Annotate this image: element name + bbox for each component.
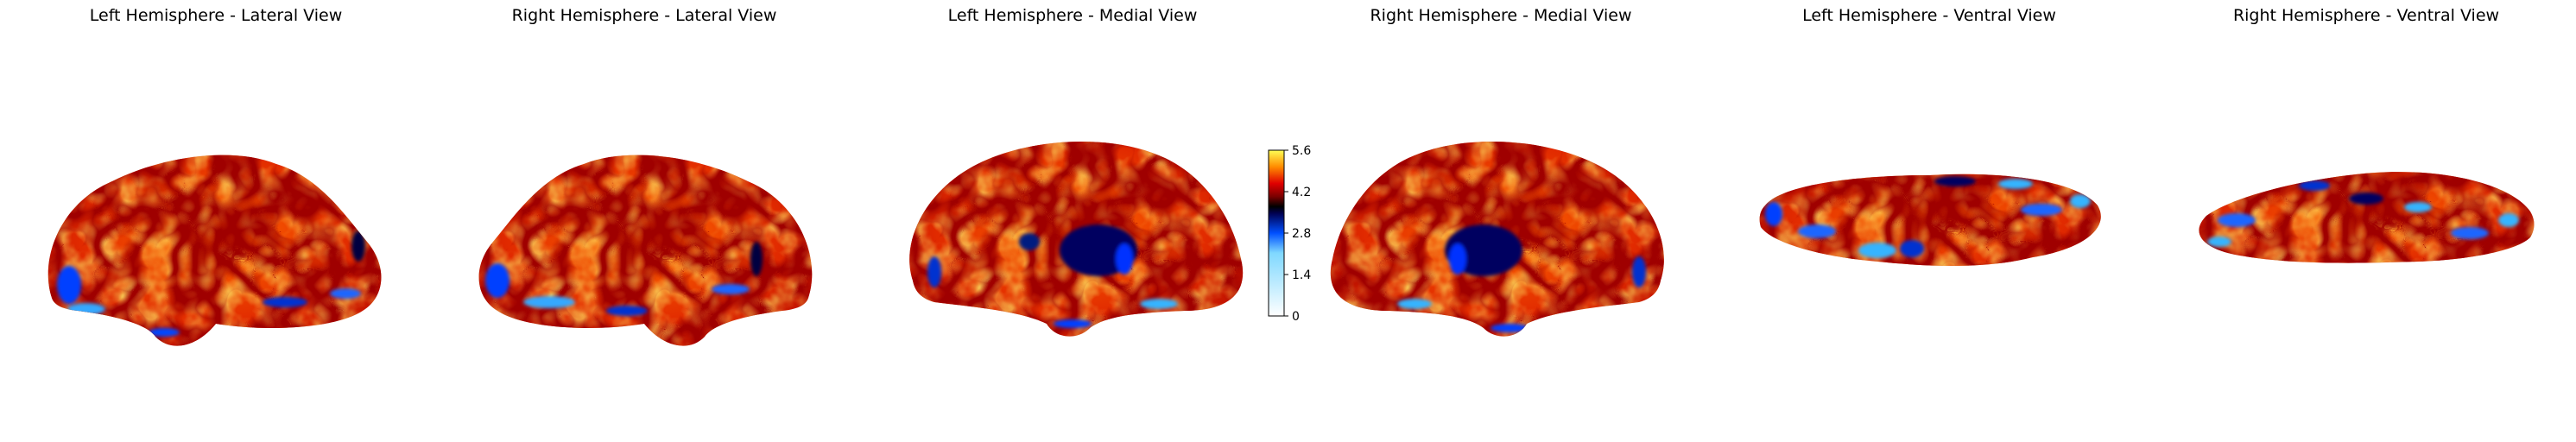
view-left-ventral: Left Hemisphere - Ventral View: [1759, 6, 2101, 266]
low-value-patches: [57, 230, 365, 337]
view-right-lateral: Right Hemisphere - Lateral View: [478, 6, 813, 346]
low-value-patches: [2207, 180, 2519, 247]
view-title: Left Hemisphere - Ventral View: [1802, 6, 2056, 25]
view-title: Right Hemisphere - Lateral View: [512, 6, 777, 25]
low-value-patches: [1765, 176, 2091, 258]
colorbar-tick-label: 0: [1292, 310, 1300, 324]
colorbar-tick-label: 5.6: [1292, 144, 1311, 158]
view-right-medial: Right Hemisphere - Medial View: [1330, 6, 1664, 337]
brain-surface-right-medial: [1330, 141, 1664, 337]
view-left-lateral: Left Hemisphere - Lateral View: [47, 6, 382, 346]
colorbar-tick-label: 2.8: [1292, 227, 1311, 241]
view-title: Left Hemisphere - Medial View: [948, 6, 1198, 25]
brain-surface-left-medial: [909, 141, 1244, 337]
brain-surface-left-lateral: [47, 155, 382, 346]
colorbar: 0 1.4 2.8 4.2 5.6: [1268, 144, 1311, 324]
view-title: Left Hemisphere - Lateral View: [90, 6, 343, 25]
colorbar-gradient: [1268, 149, 1285, 317]
low-value-patches: [485, 242, 763, 316]
colorbar-tick-label: 1.4: [1292, 268, 1311, 282]
brain-surface-left-ventral: [1759, 174, 2101, 266]
low-value-patches: [927, 224, 1178, 328]
low-value-patches: [1397, 224, 1646, 332]
brain-surface-right-lateral: [478, 155, 813, 346]
brain-surface-right-ventral: [2199, 172, 2535, 263]
view-title: Right Hemisphere - Medial View: [1370, 6, 1631, 25]
view-title: Right Hemisphere - Ventral View: [2233, 6, 2499, 25]
colorbar-tick-label: 4.2: [1292, 186, 1311, 199]
view-left-medial: Left Hemisphere - Medial View: [909, 6, 1244, 337]
view-right-ventral: Right Hemisphere - Ventral View: [2199, 6, 2535, 263]
